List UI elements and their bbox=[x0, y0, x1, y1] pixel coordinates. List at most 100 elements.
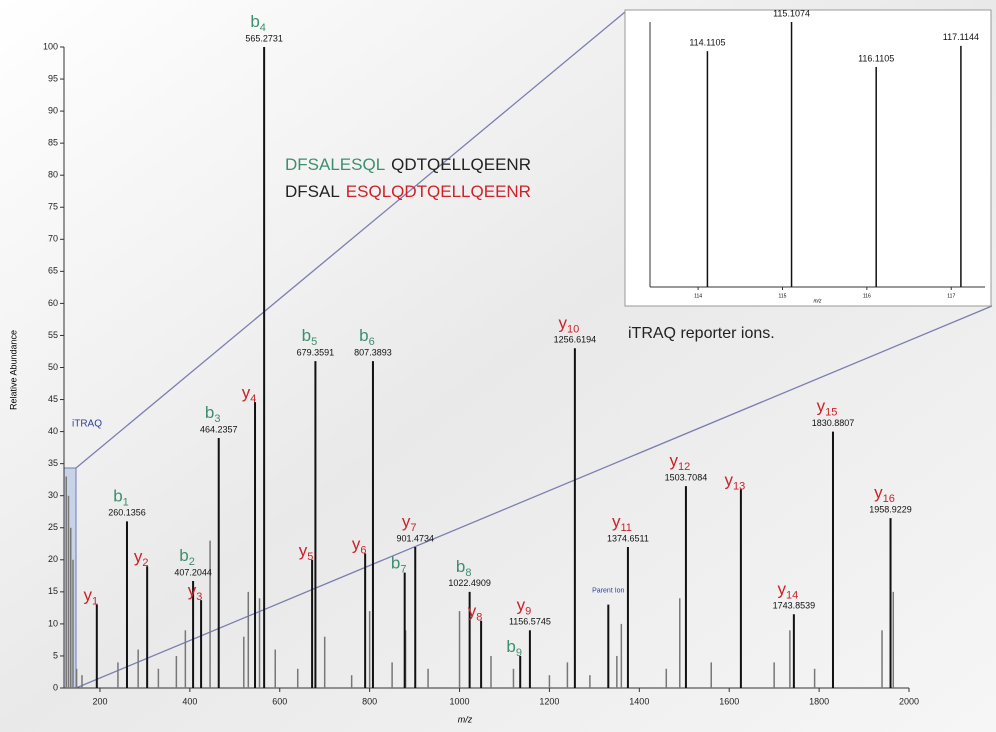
ion-label: b6 bbox=[359, 327, 375, 348]
peak-mz-label: 679.3591 bbox=[297, 347, 335, 357]
y-tick-label: 30 bbox=[48, 490, 58, 500]
y-tick-label: 25 bbox=[48, 522, 58, 532]
inset-peak-label: 117.1144 bbox=[943, 32, 979, 42]
inset-x-tick-label: 115 bbox=[778, 293, 786, 299]
x-tick-label: 1200 bbox=[539, 696, 559, 706]
ion-label: y8 bbox=[468, 602, 483, 623]
ion-subscript: 1 bbox=[92, 596, 98, 608]
peak-mz-label: 1958.9229 bbox=[869, 505, 912, 515]
x-tick-label: 400 bbox=[182, 696, 197, 706]
y-tick-label: 60 bbox=[48, 298, 58, 308]
sequence-part: DFSAL bbox=[285, 182, 340, 201]
peak-mz-label: 1830.8807 bbox=[812, 418, 855, 428]
ion-letter: b bbox=[179, 546, 188, 565]
ion-letter: b bbox=[506, 637, 515, 656]
y-tick-label: 65 bbox=[48, 266, 58, 276]
ion-subscript: 1 bbox=[123, 496, 129, 508]
ion-letter: y bbox=[777, 580, 786, 599]
zoom-line bbox=[75, 11, 626, 469]
x-tick-label: 1400 bbox=[629, 696, 649, 706]
ion-label: y2 bbox=[134, 548, 149, 569]
ion-letter: b bbox=[456, 557, 465, 576]
ion-subscript: 10 bbox=[567, 323, 579, 335]
ion-subscript: 4 bbox=[260, 22, 266, 34]
y-axis-label: Relative Abundance bbox=[8, 330, 18, 410]
ion-letter: y bbox=[558, 314, 567, 333]
ion-subscript: 4 bbox=[250, 393, 256, 405]
ion-subscript: 2 bbox=[142, 557, 148, 569]
x-tick-label: 1600 bbox=[719, 696, 739, 706]
ion-letter: y bbox=[299, 541, 308, 560]
ion-subscript: 6 bbox=[369, 336, 375, 348]
ion-subscript: 5 bbox=[311, 336, 317, 348]
ion-label: y10 bbox=[558, 314, 579, 335]
ion-label: y12 bbox=[670, 452, 691, 473]
peak-mz-label: 807.3893 bbox=[354, 347, 392, 357]
ion-label: y6 bbox=[352, 535, 367, 556]
ion-subscript: 15 bbox=[825, 407, 837, 419]
peak-mz-label: 464.2357 bbox=[200, 424, 238, 434]
ion-label: y9 bbox=[517, 596, 532, 617]
ion-letter: b bbox=[250, 12, 259, 31]
x-tick-label: 800 bbox=[362, 696, 377, 706]
ion-subscript: 9 bbox=[525, 605, 531, 617]
ion-label: b5 bbox=[302, 327, 318, 348]
ion-label: b2 bbox=[179, 546, 195, 567]
peak-mz-label: 407.2044 bbox=[174, 567, 212, 577]
ion-letter: b bbox=[391, 554, 400, 573]
inset-panel bbox=[624, 9, 992, 307]
ion-label: y3 bbox=[188, 582, 203, 603]
y-tick-label: 5 bbox=[53, 650, 58, 660]
inset-x-tick-label: 116 bbox=[863, 293, 871, 299]
inset-peak-label: 116.1105 bbox=[858, 53, 894, 63]
y-tick-label: 100 bbox=[43, 41, 58, 51]
y-tick-label: 0 bbox=[53, 682, 58, 692]
ion-letter: y bbox=[874, 484, 883, 503]
peak-mz-label: 1156.5745 bbox=[509, 617, 551, 627]
ion-label: y4 bbox=[242, 384, 257, 405]
y-tick-label: 40 bbox=[48, 426, 58, 436]
ion-subscript: 8 bbox=[476, 612, 482, 624]
parent-label: Parent Ion bbox=[592, 588, 624, 595]
inset-x-tick-label: 117 bbox=[947, 293, 955, 299]
ion-subscript: 12 bbox=[678, 461, 690, 473]
ion-label: y7 bbox=[402, 512, 417, 533]
ion-letter: b bbox=[302, 327, 311, 346]
x-tick-label: 200 bbox=[92, 696, 107, 706]
peak-mz-label: 1022.4909 bbox=[448, 578, 491, 588]
ion-label: b8 bbox=[456, 557, 472, 578]
ion-letter: y bbox=[612, 512, 621, 531]
peak-mz-label: 1374.6511 bbox=[607, 533, 649, 543]
y-tick-label: 15 bbox=[48, 586, 58, 596]
zoom-line bbox=[75, 305, 993, 689]
x-tick-label: 2000 bbox=[899, 696, 919, 706]
y-tick-label: 70 bbox=[48, 234, 58, 244]
ion-subscript: 8 bbox=[465, 567, 471, 579]
ion-letter: b bbox=[205, 403, 214, 422]
y-tick-label: 75 bbox=[48, 202, 58, 212]
ion-label: b4 bbox=[250, 12, 266, 33]
ion-letter: y bbox=[817, 397, 826, 416]
ion-label: b9 bbox=[506, 637, 522, 658]
y-tick-label: 95 bbox=[48, 73, 58, 83]
y-tick-label: 35 bbox=[48, 458, 58, 468]
sequence: DFSALESQL QDTQELLQEENR bbox=[285, 155, 531, 174]
y-tick-label: 55 bbox=[48, 330, 58, 340]
ion-label: y1 bbox=[83, 586, 98, 607]
itraq-label: iTRAQ bbox=[72, 419, 102, 430]
ion-subscript: 14 bbox=[786, 589, 798, 601]
ion-subscript: 13 bbox=[733, 480, 745, 492]
inset-x-axis-label: m/z bbox=[813, 298, 822, 304]
y-tick-label: 80 bbox=[48, 170, 58, 180]
ion-subscript: 6 bbox=[360, 544, 366, 556]
ion-subscript: 3 bbox=[214, 413, 220, 425]
ion-label: y15 bbox=[817, 397, 838, 418]
y-tick-label: 45 bbox=[48, 394, 58, 404]
peak-mz-label: 260.1356 bbox=[108, 508, 146, 518]
ion-subscript: 11 bbox=[620, 522, 631, 534]
ion-letter: y bbox=[352, 535, 361, 554]
x-tick-label: 1000 bbox=[450, 696, 470, 706]
ion-letter: y bbox=[242, 384, 251, 403]
inset-peak-label: 115.1074 bbox=[773, 8, 810, 18]
